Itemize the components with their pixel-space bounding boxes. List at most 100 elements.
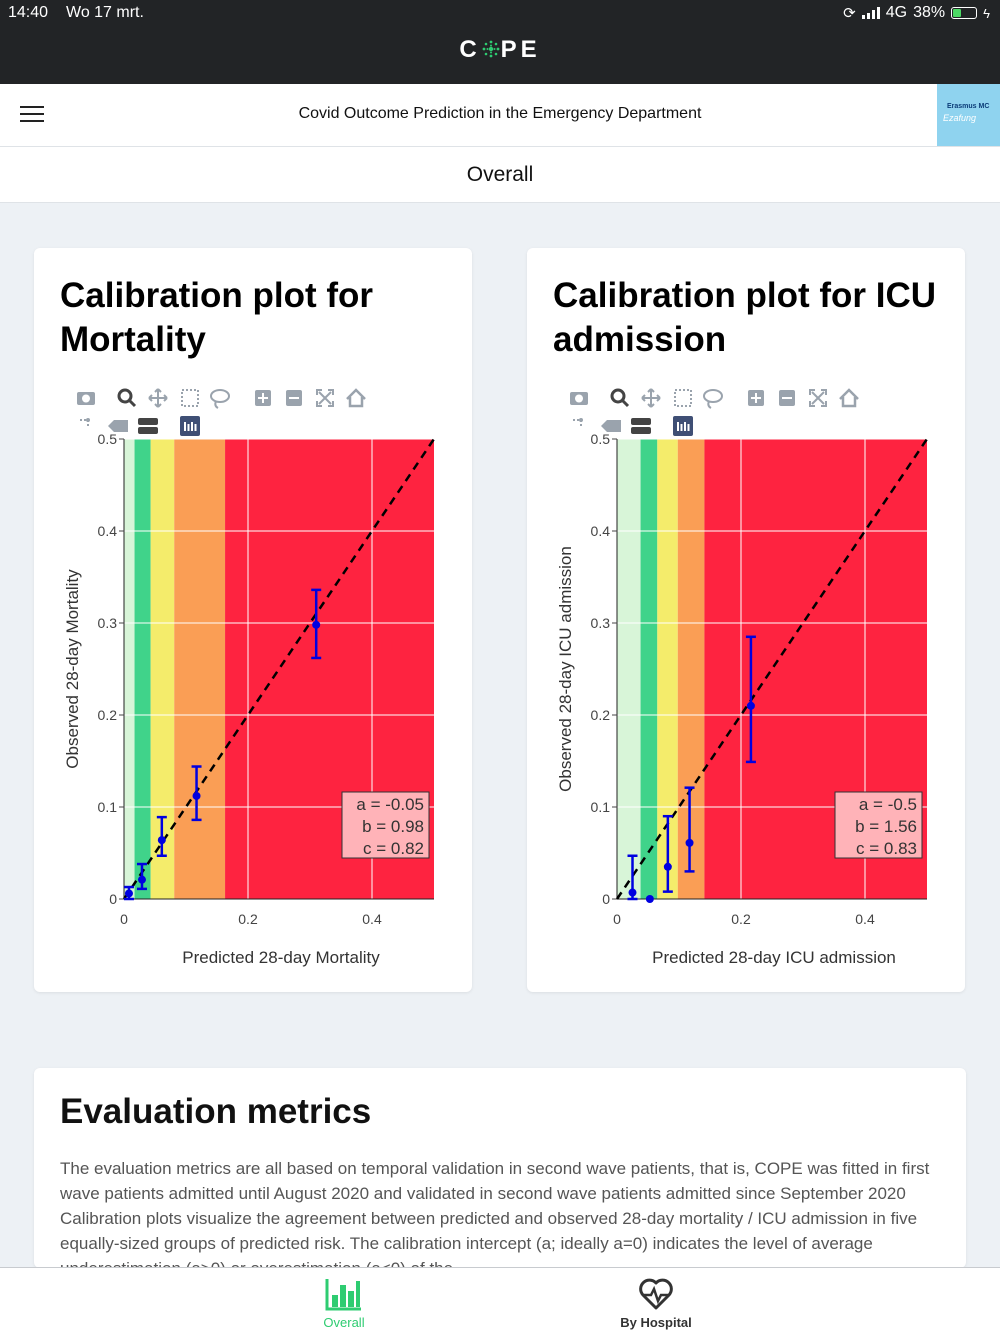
app-header: Covid Outcome Prediction in the Emergenc… — [0, 84, 1000, 147]
metrics-title: Evaluation metrics — [60, 1092, 372, 1131]
brand-text: C PE — [459, 36, 541, 63]
hover-closest-icon[interactable] — [108, 420, 128, 432]
autoscale-icon[interactable] — [809, 389, 827, 407]
y-tick-label: 0.2 — [98, 707, 118, 723]
reset-axes-icon[interactable] — [839, 388, 859, 408]
icu-calibration-card: Calibration plot for ICU admission 0 0.1 0… — [527, 248, 965, 992]
risk-band — [640, 439, 658, 899]
tab-overall[interactable]: Overall — [244, 1268, 444, 1335]
y-axis-title: Observed 28-day ICU admission — [556, 546, 575, 792]
zoom-in-icon[interactable] — [255, 390, 271, 406]
stats-box-bg — [834, 791, 923, 859]
y-tick-label: 0.3 — [591, 615, 611, 631]
pan-icon[interactable] — [641, 388, 661, 408]
signal-icon — [861, 7, 880, 19]
x-axis-title: Predicted 28-day ICU admission — [652, 948, 896, 967]
risk-band — [657, 439, 678, 899]
calibration-point[interactable] — [745, 635, 756, 764]
data-point — [628, 888, 637, 897]
lasso-icon[interactable] — [703, 389, 723, 409]
plot-modebar — [77, 388, 366, 436]
logo-text: Erasmus MC — [947, 103, 990, 110]
plotly-logo-icon[interactable] — [180, 416, 200, 436]
risk-band — [617, 439, 641, 899]
status-time: 14:40 — [8, 4, 49, 21]
zoom-out-icon[interactable] — [286, 390, 302, 406]
battery-percent: 38% — [913, 4, 946, 21]
autoscale-icon[interactable] — [316, 389, 334, 407]
reset-axes-icon[interactable] — [346, 388, 366, 408]
y-tick-label: 0.1 — [98, 799, 118, 815]
zoom-out-icon[interactable] — [779, 390, 795, 406]
calibration-point[interactable] — [645, 895, 654, 903]
x-tick-label: 0.4 — [362, 911, 382, 927]
risk-band — [134, 439, 151, 899]
page-title: Overall — [0, 147, 1000, 203]
spike-lines-icon[interactable] — [80, 418, 90, 428]
x-axis-title: Predicted 28-day Mortality — [182, 948, 380, 967]
spike-lines-icon[interactable] — [573, 418, 583, 428]
x-tick-label: 0.2 — [238, 911, 258, 927]
hover-compare-icon[interactable] — [138, 418, 158, 434]
y-tick-label: 0.4 — [591, 523, 611, 539]
lasso-icon[interactable] — [210, 389, 230, 409]
charging-bolt-icon: ϟ — [983, 5, 990, 21]
tab-by-hospital[interactable]: By Hospital — [556, 1268, 756, 1335]
data-point — [157, 836, 166, 845]
box-select-icon[interactable] — [674, 389, 692, 407]
data-point — [192, 791, 201, 800]
camera-icon[interactable] — [570, 392, 588, 405]
virus-icon — [482, 40, 500, 58]
x-tick-label: 0.4 — [855, 911, 875, 927]
evaluation-metrics-card: Evaluation metrics The evaluation metric… — [34, 1068, 966, 1268]
stats-line: c = 0.83 — [856, 839, 917, 858]
y-tick-label: 0.2 — [591, 707, 611, 723]
icu-calibration-plot: 0 0.1 0.2 0.3 0.4 0.5 0 0.2 0.4 Predicted 28-day … — [556, 388, 929, 967]
plot-area — [615, 438, 929, 900]
status-indicators: ⟳ 4G 38% ϟ — [843, 4, 990, 22]
data-point — [124, 889, 133, 898]
heart-pulse-icon — [639, 1278, 673, 1310]
sync-icon: ⟳ — [843, 5, 856, 22]
y-tick-label: 0.5 — [591, 431, 611, 447]
y-tick-label: 0.1 — [591, 799, 611, 815]
data-point — [746, 701, 755, 710]
menu-icon[interactable] — [20, 106, 44, 124]
data-point — [663, 862, 672, 871]
stats-line: b = 0.98 — [362, 817, 424, 836]
calibration-point[interactable] — [156, 815, 167, 858]
calibration-point[interactable] — [136, 862, 147, 891]
pan-icon[interactable] — [148, 388, 168, 408]
zoom-icon[interactable] — [117, 388, 137, 408]
zoom-in-icon[interactable] — [748, 390, 764, 406]
stats-line: a = -0.5 — [859, 795, 917, 814]
zoom-icon[interactable] — [610, 388, 630, 408]
app-title: Covid Outcome Prediction in the Emergenc… — [298, 105, 702, 122]
camera-icon[interactable] — [77, 392, 95, 405]
calibration-stats-box: a = -0.5 b = 1.56 c = 0.83 — [834, 791, 923, 859]
network-type: 4G — [885, 4, 908, 21]
calibration-point[interactable] — [311, 588, 322, 660]
plot-modebar — [570, 388, 859, 436]
stats-line: a = -0.05 — [356, 795, 424, 814]
calibration-point[interactable] — [123, 885, 134, 901]
calibration-stats-box: a = -0.05 b = 0.98 c = 0.82 — [341, 791, 430, 859]
x-tick-label: 0 — [120, 911, 128, 927]
data-point — [645, 895, 654, 903]
hover-compare-icon[interactable] — [631, 418, 651, 434]
card-title: Calibration plot for ICU admission — [553, 276, 937, 359]
mortality-calibration-plot: 0 0.1 0.2 0.3 0.4 0.5 0 0.2 0.4 Predicted 28-day … — [63, 388, 436, 967]
box-select-icon[interactable] — [181, 389, 199, 407]
calibration-point[interactable] — [684, 786, 695, 873]
battery-icon — [951, 7, 978, 19]
metrics-description: The evaluation metrics are all based on … — [60, 1159, 930, 1268]
data-point — [137, 875, 146, 884]
plotly-logo-icon[interactable] — [673, 416, 693, 436]
hover-closest-icon[interactable] — [601, 420, 621, 432]
calibration-point[interactable] — [662, 814, 673, 893]
x-tick-label: 0 — [613, 911, 621, 927]
calibration-point[interactable] — [191, 765, 202, 822]
risk-band — [174, 439, 226, 899]
status-date: Wo 17 mrt. — [66, 4, 144, 21]
calibration-point[interactable] — [627, 854, 638, 901]
